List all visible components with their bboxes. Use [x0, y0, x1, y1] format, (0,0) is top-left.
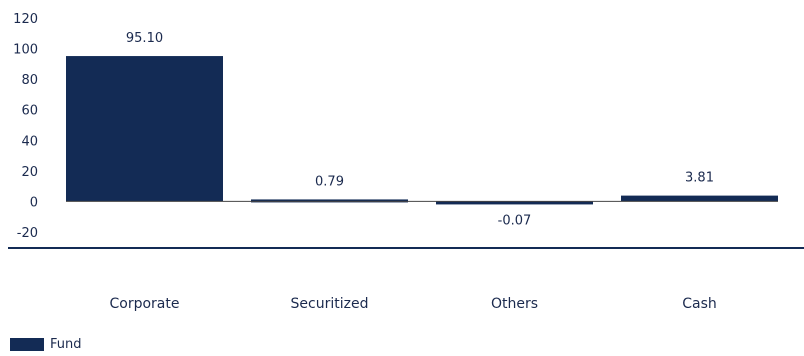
y-tick-label: 20 — [21, 165, 38, 180]
data-labels-group: 95.10 0.79 -0.07 3.81 — [126, 31, 714, 228]
y-tick-label: 60 — [21, 104, 38, 119]
bar-corporate — [66, 56, 223, 202]
data-label-others: -0.07 — [498, 213, 532, 228]
y-axis-ticks: 120 100 80 60 40 20 0 -20 — [13, 12, 38, 241]
bar-others — [436, 201, 593, 205]
category-label-others: Others — [491, 296, 538, 312]
y-tick-label: 40 — [21, 134, 38, 149]
bars-group — [66, 56, 778, 205]
category-labels: Corporate Securitized Others Cash — [110, 296, 717, 312]
y-tick-label: 100 — [13, 43, 38, 58]
bar-chart: 120 100 80 60 40 20 0 -20 95.10 0.79 -0.07 3.81 Co… — [8, 12, 804, 312]
data-label-corporate: 95.10 — [126, 31, 163, 46]
bar-cash — [621, 195, 778, 202]
category-label-corporate: Corporate — [110, 296, 180, 312]
data-label-cash: 3.81 — [685, 171, 714, 186]
y-tick-label: 120 — [13, 12, 38, 27]
legend-swatch-fund — [10, 338, 44, 351]
legend: Fund — [10, 337, 82, 352]
category-label-securitized: Securitized — [291, 296, 369, 312]
legend-label-fund: Fund — [50, 337, 82, 352]
y-tick-label: 0 — [30, 195, 38, 210]
category-label-cash: Cash — [682, 296, 717, 312]
y-tick-label: 80 — [21, 73, 38, 88]
data-label-securitized: 0.79 — [315, 174, 344, 189]
y-tick-label: -20 — [17, 226, 38, 241]
